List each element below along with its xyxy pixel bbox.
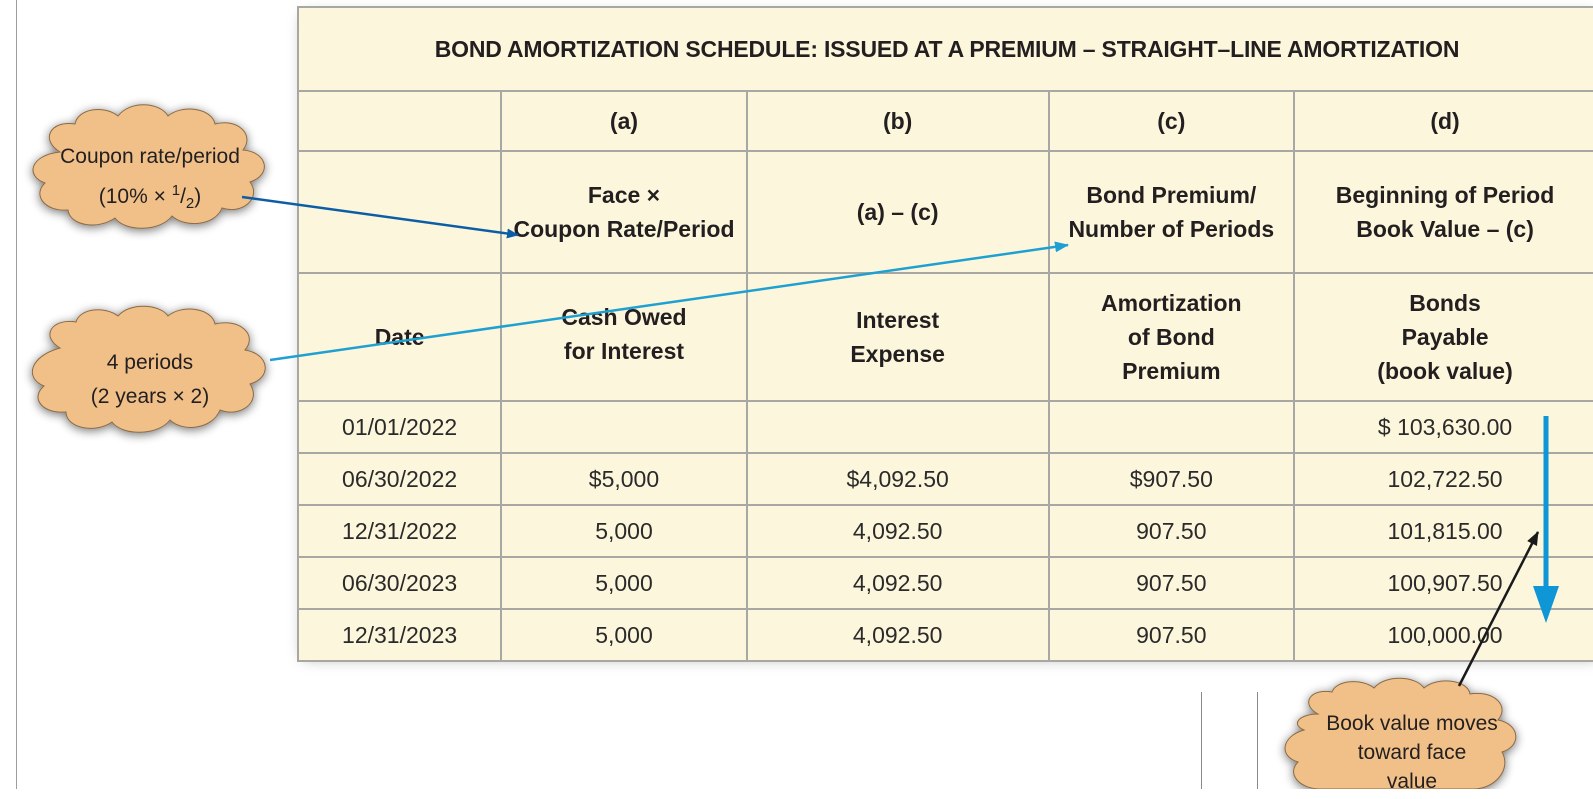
cell-amortization: $907.50 xyxy=(1047,452,1296,506)
callout-periods: 4 periods (2 years × 2) xyxy=(20,318,280,458)
fraction-denominator: 2 xyxy=(185,195,195,213)
cell-cash: 5,000 xyxy=(500,608,748,662)
formula-a: Face × Coupon Rate/Period xyxy=(500,150,748,274)
divider-line xyxy=(1201,692,1202,789)
cell-amortization: 907.50 xyxy=(1047,608,1296,662)
cell-amortization: 907.50 xyxy=(1047,504,1296,558)
column-letter-a: (a) xyxy=(500,90,748,152)
table-row: 12/31/2023 5,000 4,092.50 907.50 100,000… xyxy=(296,608,1593,662)
callout-book-value-line1: Book value moves xyxy=(1326,712,1498,735)
header-c-line2: of Bond xyxy=(1127,324,1215,350)
formula-a-line1: Face × xyxy=(587,182,661,208)
cell-interest xyxy=(745,400,1050,454)
header-d-line1: Bonds xyxy=(1409,290,1481,316)
cell-interest: 4,092.50 xyxy=(745,608,1050,662)
header-amortization: Amortization of Bond Premium xyxy=(1047,272,1296,402)
header-b-line1: Interest xyxy=(856,307,940,333)
formula-b: (a) – (c) xyxy=(745,150,1050,274)
header-date: Date xyxy=(296,272,503,402)
column-letter-b: (b) xyxy=(745,90,1050,152)
cell-book-value: $ 103,630.00 xyxy=(1293,400,1593,454)
formula-d: Beginning of Period Book Value – (c) xyxy=(1293,150,1593,274)
formula-c: Bond Premium/ Number of Periods xyxy=(1047,150,1296,274)
formula-d-line1: Beginning of Period xyxy=(1335,182,1555,208)
cell-cash: 5,000 xyxy=(500,556,748,610)
cell-amortization xyxy=(1047,400,1296,454)
cell-book-value: 100,907.50 xyxy=(1293,556,1593,610)
formula-b-line1: (a) – (c) xyxy=(856,199,939,225)
cell-date: 01/01/2022 xyxy=(296,400,503,454)
cell-date: 06/30/2022 xyxy=(296,452,503,506)
callout-coupon-line2: (10% × 1/2) xyxy=(20,174,280,221)
cell-date: 12/31/2023 xyxy=(296,608,503,662)
cell-interest: $4,092.50 xyxy=(745,452,1050,506)
header-interest-expense: Interest Expense xyxy=(745,272,1050,402)
cell-cash: $5,000 xyxy=(500,452,748,506)
table-row: 01/01/2022 $ 103,630.00 xyxy=(296,400,1593,454)
header-c-line3: Premium xyxy=(1122,358,1221,384)
callout-book-value-text: Book value moves toward face value xyxy=(1282,709,1542,796)
cell-interest: 4,092.50 xyxy=(745,556,1050,610)
callout-book-value: Book value moves toward face value xyxy=(1282,679,1542,799)
schedule-table: BOND AMORTIZATION SCHEDULE: ISSUED AT A … xyxy=(296,6,1593,662)
header-a-line1: Cash Owed xyxy=(561,304,687,330)
cell-cash: 5,000 xyxy=(500,504,748,558)
callout-coupon-suffix: ) xyxy=(194,185,202,208)
callout-book-value-line2: toward face xyxy=(1357,741,1467,764)
callout-periods-line2: (2 years × 2) xyxy=(90,385,210,408)
column-letter-d: (d) xyxy=(1293,90,1593,152)
formula-a-line2: Coupon Rate/Period xyxy=(513,216,735,242)
table-row: 12/31/2022 5,000 4,092.50 907.50 101,815… xyxy=(296,504,1593,558)
callout-coupon-text: Coupon rate/period (10% × 1/2) xyxy=(20,140,280,221)
table-title: BOND AMORTIZATION SCHEDULE: ISSUED AT A … xyxy=(297,6,1593,92)
divider-line xyxy=(1257,692,1258,789)
callout-book-value-line3: value xyxy=(1386,770,1438,793)
cell-interest: 4,092.50 xyxy=(745,504,1050,558)
header-a-line2: for Interest xyxy=(563,338,685,364)
fraction-numerator: 1 xyxy=(171,182,181,199)
header-date-label: Date xyxy=(374,324,425,350)
formula-c-line2: Number of Periods xyxy=(1068,216,1275,242)
header-b-line2: Expense xyxy=(850,341,945,367)
callout-coupon-rate: Coupon rate/period (10% × 1/2) xyxy=(20,100,280,240)
cell-book-value: 102,722.50 xyxy=(1293,452,1593,506)
formula-c-line1: Bond Premium/ xyxy=(1086,182,1257,208)
cell-amortization: 907.50 xyxy=(1047,556,1296,610)
header-d-line2: Payable xyxy=(1401,324,1489,350)
column-letter-c: (c) xyxy=(1047,90,1296,152)
letter-cell-empty xyxy=(296,90,503,152)
table-row: 06/30/2023 5,000 4,092.50 907.50 100,907… xyxy=(296,556,1593,610)
cell-cash xyxy=(500,400,748,454)
header-d-line3: (book value) xyxy=(1377,358,1513,384)
formula-cell-empty xyxy=(296,150,503,274)
cell-date: 06/30/2023 xyxy=(296,556,503,610)
amortization-schedule: BOND AMORTIZATION SCHEDULE: ISSUED AT A … xyxy=(296,6,1593,662)
cell-book-value: 100,000.00 xyxy=(1293,608,1593,662)
callout-periods-text: 4 periods (2 years × 2) xyxy=(20,346,280,414)
page-left-border xyxy=(16,0,17,789)
callout-coupon-line1: Coupon rate/period xyxy=(60,145,240,168)
header-bonds-payable: Bonds Payable (book value) xyxy=(1293,272,1593,402)
fraction-slash: / xyxy=(180,185,186,208)
cell-book-value: 101,815.00 xyxy=(1293,504,1593,558)
header-cash-owed: Cash Owed for Interest xyxy=(500,272,748,402)
callout-coupon-prefix: (10% × xyxy=(98,185,172,208)
formula-d-line2: Book Value – (c) xyxy=(1356,216,1534,242)
table-row: 06/30/2022 $5,000 $4,092.50 $907.50 102,… xyxy=(296,452,1593,506)
header-c-line1: Amortization xyxy=(1101,290,1242,316)
callout-periods-line1: 4 periods xyxy=(106,351,194,374)
cell-date: 12/31/2022 xyxy=(296,504,503,558)
